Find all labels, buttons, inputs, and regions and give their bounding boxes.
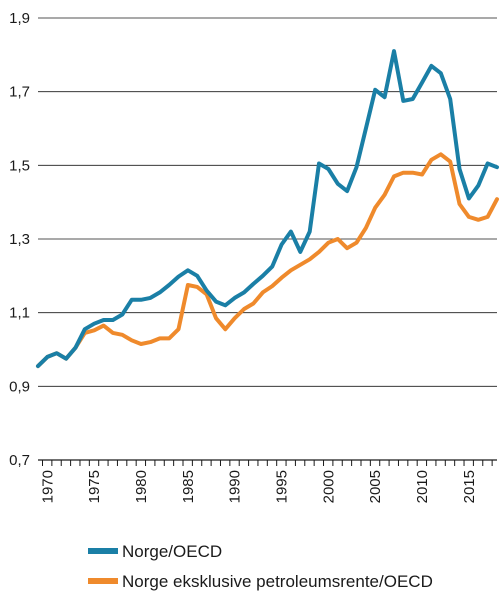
- legend: Norge/OECD Norge eksklusive petroleumsre…: [88, 542, 433, 591]
- series-lines: [36, 49, 499, 369]
- legend-item-norge-eksklusive-petroleumsrente: Norge eksklusive petroleumsrente/OECD: [88, 572, 433, 591]
- gridlines: [38, 17, 497, 387]
- series-line-norge-eksklusive-petroleumsrente: [36, 152, 499, 369]
- x-tick-label: 1975: [86, 470, 103, 503]
- y-tick-label: 1,1: [9, 305, 30, 322]
- x-tick-label: 1990: [227, 470, 244, 503]
- y-tick-label: 0,9: [9, 378, 30, 395]
- x-tick-label: 1970: [39, 470, 56, 503]
- y-tick-label: 1,5: [9, 157, 30, 174]
- y-tick-label: 1,7: [9, 84, 30, 101]
- y-tick-label: 1,9: [9, 10, 30, 27]
- legend-label-norge-eksklusive-petroleumsrente: Norge eksklusive petroleumsrente/OECD: [122, 572, 433, 591]
- x-tick-label: 2010: [414, 470, 431, 503]
- y-tick-label: 1,3: [9, 231, 30, 248]
- series-line-norge-oecd: [36, 49, 499, 369]
- x-tick-label: 2015: [461, 470, 478, 503]
- x-axis-ticks: 1970 1975 1980 1985 1990 1995 2000 2005 2010 2015: [39, 460, 493, 503]
- x-tick-label: 1995: [274, 470, 291, 503]
- y-axis-ticks: 0,7 0,9 1,1 1,3 1,5 1,7 1,9: [9, 10, 30, 469]
- x-tick-label: 1985: [180, 470, 197, 503]
- legend-label-norge-oecd: Norge/OECD: [122, 542, 222, 561]
- x-tick-label: 2005: [367, 470, 384, 503]
- legend-item-norge-oecd: Norge/OECD: [88, 542, 222, 561]
- x-tick-label: 1980: [133, 470, 150, 503]
- x-tick-label: 2000: [320, 470, 337, 503]
- y-tick-label: 0,7: [9, 452, 30, 469]
